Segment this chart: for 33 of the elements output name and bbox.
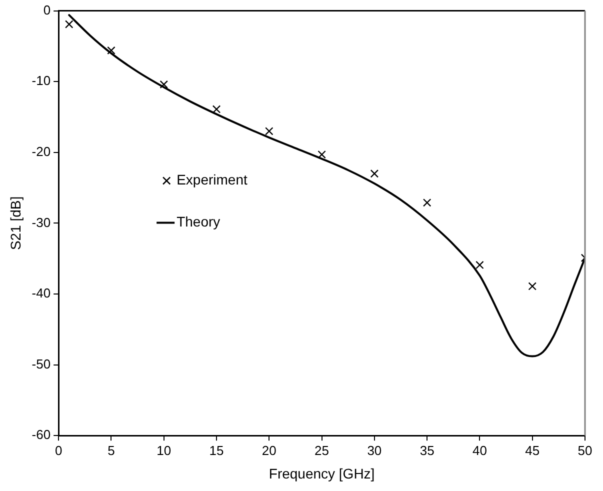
x-tick-label: 15	[209, 442, 224, 458]
x-tick-label: 45	[525, 442, 540, 458]
point	[370, 170, 379, 178]
x-tick-label: 35	[420, 442, 434, 458]
y-tick-label: -40	[32, 286, 51, 301]
point	[212, 105, 221, 114]
x-tick-label: 40	[472, 442, 487, 458]
point	[476, 260, 484, 270]
x-tick-label: 25	[314, 442, 330, 458]
y-tick-label: 0	[43, 2, 51, 18]
point	[265, 127, 274, 136]
point	[318, 150, 326, 159]
y-tick-label: -60	[32, 427, 51, 442]
y-tick-label: -50	[32, 356, 51, 372]
x-axis-title: Frequency [GHz]	[268, 465, 375, 482]
y-tick-label: -30	[32, 214, 51, 230]
point	[528, 282, 536, 290]
line-series	[68, 14, 585, 358]
x-tick-label: 20	[262, 442, 276, 458]
legend-label: Experiment	[176, 172, 248, 188]
point	[64, 20, 74, 28]
y-tick-label: -10	[32, 73, 51, 88]
x-tick-label: 10	[156, 442, 172, 458]
y-axis-title: S21 [dB]	[7, 196, 24, 250]
x-tick-label: 0	[54, 442, 62, 458]
y-tick-label: -20	[32, 144, 51, 159]
point	[160, 80, 168, 89]
x-tick-label: 5	[108, 442, 115, 458]
x-tick-label: 50	[578, 442, 592, 458]
x-tick-label: 30	[367, 442, 382, 458]
point	[107, 46, 116, 55]
legend-label: Theory	[176, 214, 220, 230]
point	[422, 198, 432, 207]
